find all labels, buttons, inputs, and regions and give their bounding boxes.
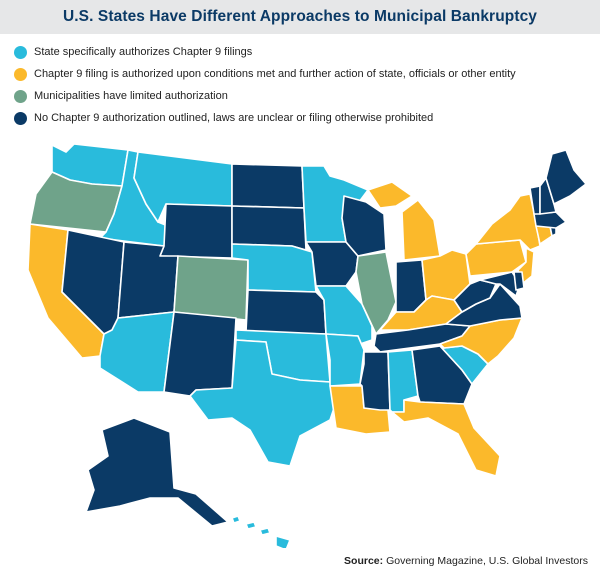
state-maine <box>545 149 587 205</box>
legend-swatch-none <box>14 111 27 125</box>
title-bar: U.S. States Have Different Approaches to… <box>0 0 600 34</box>
legend-label-none: No Chapter 9 authorization outlined, law… <box>34 112 434 124</box>
state-west-virginia <box>453 279 497 313</box>
state-mississippi <box>359 351 391 411</box>
legend-swatch-limited <box>14 89 27 103</box>
legend-label-authorized: State specifically authorizes Chapter 9 … <box>34 46 253 58</box>
state-maryland <box>479 271 521 297</box>
legend-swatch-authorized <box>14 45 27 59</box>
legend-item-conditional: Chapter 9 filing is authorized upon cond… <box>14 64 594 84</box>
legend: State specifically authorizes Chapter 9 … <box>14 42 594 130</box>
state-alaska <box>85 417 229 527</box>
source-text: Governing Magazine, U.S. Global Investor… <box>386 555 588 567</box>
state-hawaii <box>231 515 291 548</box>
legend-item-none: No Chapter 9 authorization outlined, law… <box>14 108 594 128</box>
us-map-svg <box>27 143 587 548</box>
source-label: Source: <box>344 555 384 567</box>
legend-item-authorized: State specifically authorizes Chapter 9 … <box>14 42 594 62</box>
state-north-dakota <box>231 163 305 209</box>
legend-label-limited: Municipalities have limited authorizatio… <box>34 90 228 102</box>
state-delaware <box>513 271 525 291</box>
state-arkansas <box>325 333 365 387</box>
state-new-york <box>475 193 541 251</box>
state-new-mexico <box>163 311 237 397</box>
state-colorado <box>173 255 249 321</box>
state-texas <box>189 339 337 467</box>
source-note: Source: Governing Magazine, U.S. Global … <box>344 555 588 567</box>
state-south-dakota <box>231 205 307 251</box>
state-florida <box>391 399 501 477</box>
us-map <box>0 138 600 548</box>
legend-swatch-conditional <box>14 67 27 81</box>
map-title: U.S. States Have Different Approaches to… <box>62 8 538 25</box>
legend-item-limited: Municipalities have limited authorizatio… <box>14 86 594 106</box>
state-wyoming <box>159 203 233 259</box>
state-new-hampshire <box>539 177 557 215</box>
state-kansas <box>245 289 327 335</box>
state-north-carolina <box>439 317 523 365</box>
state-wisconsin <box>341 195 387 257</box>
state-pennsylvania <box>465 239 527 277</box>
legend-label-conditional: Chapter 9 filing is authorized upon cond… <box>34 68 516 80</box>
state-missouri <box>315 285 373 345</box>
state-michigan <box>367 181 441 261</box>
